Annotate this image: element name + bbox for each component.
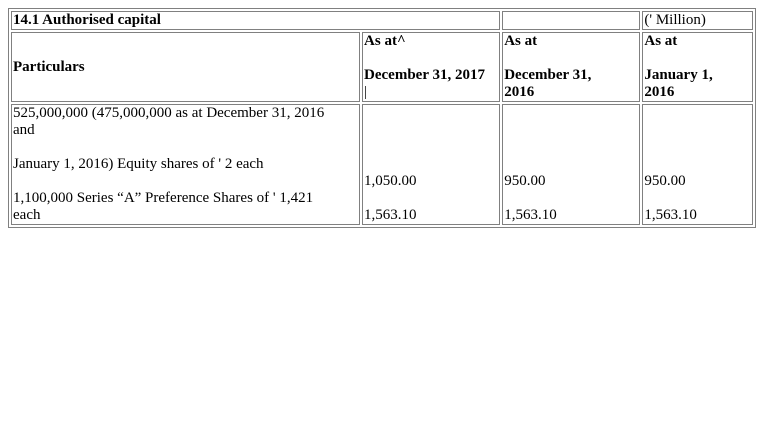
equity-desc-line2: and [13,122,35,138]
col-header-dec-2016-line3: 2016 [504,84,535,100]
col-header-jan-2016-line2: January 1, [644,67,713,83]
equity-value-dec-2016: 950.00 [504,173,546,189]
col-header-dec-2016: As at December 31, 2016 [502,32,641,102]
blank-header-cell [502,11,641,30]
col-header-dec-2016-line2: December 31, [504,67,592,83]
equity-value-jan-2016: 950.00 [644,173,686,189]
particulars-header: Particulars [11,32,361,102]
values-jan-2016: 950.00 1,563.10 [642,104,753,225]
preference-desc-line2: each [13,207,41,223]
authorised-capital-table: 14.1 Authorised capital (' Million) Part… [8,8,756,228]
col-header-jan-2016-line3: 2016 [644,84,675,100]
particulars-cell: 525,000,000 (475,000,000 as at December … [11,104,361,225]
col-header-dec-2017: As at^ December 31, 2017 | [362,32,501,102]
values-dec-2016: 950.00 1,563.10 [502,104,641,225]
col-header-jan-2016: As at January 1, 2016 [642,32,753,102]
values-dec-2017: 1,050.00 1,563.10 [362,104,501,225]
column-header-row: Particulars As at^ December 31, 2017 | A… [11,32,753,102]
col-header-dec-2017-line1: As at^ [364,33,406,49]
title-row: 14.1 Authorised capital (' Million) [11,11,753,30]
col-header-dec-2016-line1: As at [504,33,538,49]
col-header-dec-2017-line2: December 31, 2017 [364,67,485,83]
preference-value-dec-2017: 1,563.10 [364,207,417,223]
col-header-jan-2016-line1: As at [644,33,678,49]
equity-value-dec-2017: 1,050.00 [364,173,417,189]
unit-label: (' Million) [642,11,753,30]
preference-value-jan-2016: 1,563.10 [644,207,697,223]
section-title: 14.1 Authorised capital [11,11,501,30]
preference-value-dec-2016: 1,563.10 [504,207,557,223]
text-cursor: | [364,84,368,100]
preference-desc-line1: 1,100,000 Series “A” Preference Shares o… [13,190,314,206]
table-row: 525,000,000 (475,000,000 as at December … [11,104,753,225]
equity-desc-line1: 525,000,000 (475,000,000 as at December … [13,105,325,121]
equity-desc-line3: January 1, 2016) Equity shares of ' 2 ea… [13,156,264,172]
